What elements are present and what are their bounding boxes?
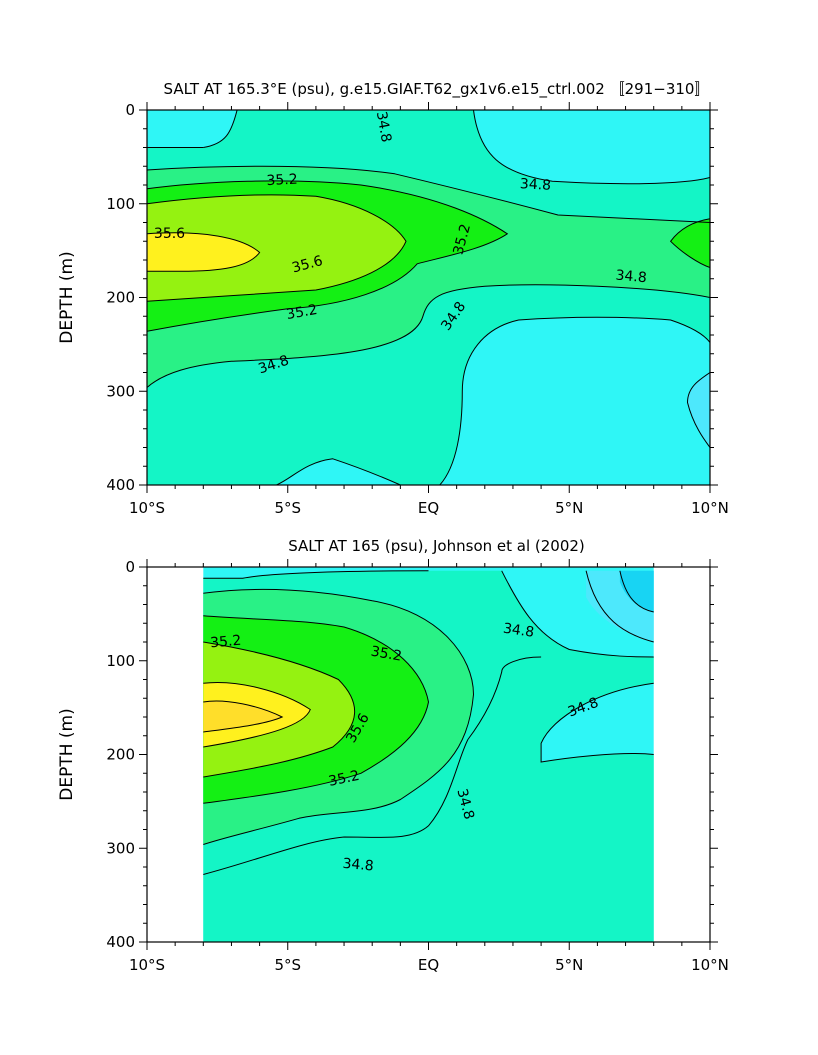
contour-label: 34.8: [615, 268, 647, 287]
y-tick-label: 400: [106, 476, 135, 494]
contour-label: 34.8: [342, 856, 374, 875]
contour-line: [203, 110, 238, 148]
contour-line-layer: [147, 110, 710, 485]
x-tick-label: 5°S: [274, 956, 301, 974]
contour-line: [540, 682, 654, 763]
contour-line: [147, 165, 710, 223]
y-tick-label: 300: [106, 382, 135, 400]
contour-line: [203, 570, 429, 579]
salinity-band-35-8: [203, 701, 283, 732]
contour-label: 35.2: [451, 222, 475, 256]
contour-line: [203, 700, 284, 733]
y-tick-label: 200: [106, 289, 135, 307]
x-tick-label: 5°S: [274, 499, 301, 517]
contour-label: 35.6: [154, 226, 185, 242]
contour-line: [203, 656, 542, 875]
contour-label: 34.8: [519, 176, 551, 194]
observed-salinity-panel: 35.234.835.234.835.635.234.834.810°S 5°S E…: [57, 537, 729, 974]
x-tick-label: 5°N: [555, 499, 583, 517]
salinity-band-low-se: [687, 372, 710, 448]
contour-line: [686, 372, 710, 448]
contour-label: 35.2: [327, 768, 361, 790]
salinity-band-low-ne: [473, 110, 710, 184]
contour-label: 35.2: [370, 644, 403, 665]
contour-label: 35.2: [266, 172, 298, 190]
axis-ticks: [139, 559, 718, 950]
salinity-band-low-nn: [619, 570, 654, 612]
contour-line: [147, 232, 261, 272]
x-tick-label: 10°N: [691, 956, 729, 974]
chart-title: SALT AT 165 (psu), Johnson et al (2002): [288, 537, 585, 555]
contour-label: 34.8: [502, 621, 535, 641]
y-tick-label: 400: [106, 933, 135, 951]
axis-ticks: [139, 102, 718, 493]
salinity-fill-layer: [203, 567, 654, 942]
contour-line: [276, 458, 401, 485]
contour-line: [147, 180, 509, 332]
contour-line-layer: [203, 570, 654, 875]
contour-label: 35.2: [210, 633, 242, 652]
contour-line: [203, 641, 356, 778]
contour-line: [619, 570, 654, 613]
y-axis-label: DEPTH (m): [57, 251, 77, 343]
salinity-band-35-4: [147, 194, 406, 302]
contour-line: [439, 316, 710, 485]
contour-line: [147, 194, 407, 302]
x-tick-label: 10°S: [129, 499, 165, 517]
model-salinity-panel: 34.835.2 34.835.6 35.235.634.835.2 34.834.8…: [57, 80, 729, 517]
x-tick-label: 5°N: [555, 956, 583, 974]
contour-label: 35.6: [290, 253, 324, 277]
salinity-fill-layer: [147, 110, 710, 485]
contour-line: [203, 682, 311, 748]
salinity-band-35-6: [147, 232, 260, 272]
contour-label: 35.2: [285, 302, 318, 323]
contour-line: [147, 284, 710, 388]
chart-title: SALT AT 165.3°E (psu), g.e15.GIAF.T62_gx…: [164, 80, 710, 99]
contour-line: [203, 588, 475, 845]
y-tick-label: 200: [106, 746, 135, 764]
y-tick-label: 300: [106, 839, 135, 857]
contour-line: [585, 570, 654, 643]
contour-label: 34.8: [453, 787, 477, 821]
y-axis-label: DEPTH (m): [57, 708, 77, 800]
x-tick-label: EQ: [418, 956, 439, 974]
y-tick-label: 0: [125, 558, 135, 576]
y-tick-label: 100: [106, 652, 135, 670]
x-tick-label: 10°N: [691, 499, 729, 517]
y-tick-label: 100: [106, 195, 135, 213]
x-tick-label: EQ: [418, 499, 439, 517]
contour-line: [501, 570, 654, 658]
contour-line: [669, 218, 710, 268]
contour-line: [473, 110, 710, 185]
contour-line: [203, 615, 430, 804]
y-tick-label: 0: [125, 101, 135, 119]
x-tick-label: 10°S: [129, 956, 165, 974]
contour-label: 34.8: [373, 110, 394, 143]
